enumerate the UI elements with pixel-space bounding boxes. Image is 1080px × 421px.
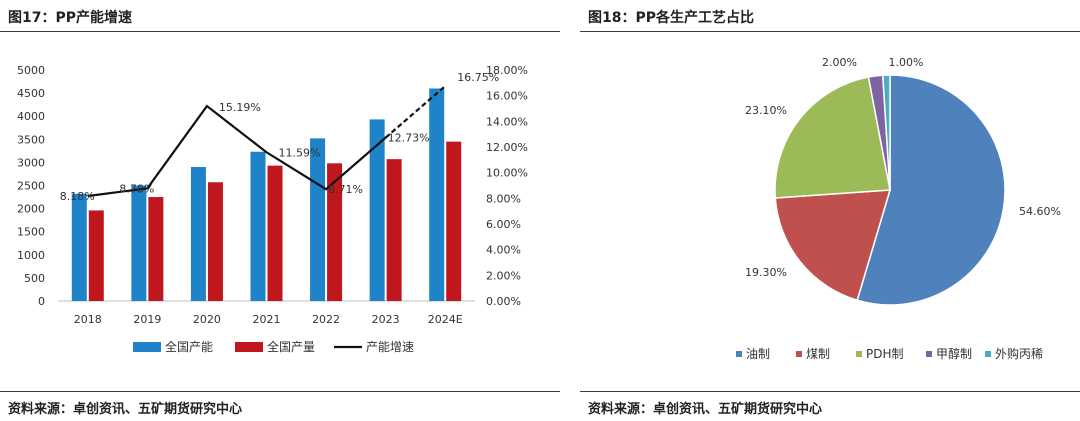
chart-title: 图18：PP各生产工艺占比 [588, 10, 755, 26]
right-axis-tick: 12.00% [486, 141, 528, 154]
output-bar [446, 141, 462, 301]
legend-swatch [926, 351, 932, 357]
right-axis-tick: 0.00% [486, 295, 521, 308]
right-axis-tick: 6.00% [486, 218, 521, 231]
pie-value-label: 19.30% [745, 266, 787, 279]
x-axis-tick: 2022 [312, 313, 340, 326]
x-axis-tick: 2021 [253, 313, 281, 326]
left-axis-tick: 0 [38, 295, 45, 308]
capacity-chart: 0 500 1000 1500 2000 2500 3000 3500 4000 4500 5000… [17, 64, 528, 354]
growth-data-label: 8.78% [119, 182, 154, 195]
x-axis-tick: 2018 [74, 313, 102, 326]
left-axis-tick: 4500 [17, 87, 45, 100]
left-axis-tick: 1000 [17, 249, 45, 262]
legend-label: 外购丙稀 [995, 346, 1043, 361]
output-bar [267, 165, 283, 301]
left-axis-tick: 5000 [17, 64, 45, 77]
growth-line-forecast [384, 85, 446, 139]
x-axis-tick: 2020 [193, 313, 221, 326]
legend-label: PDH制 [866, 347, 904, 361]
chart-title: 图17：PP产能增速 [8, 10, 133, 26]
legend-label: 甲醇制 [936, 346, 972, 361]
left-axis-tick: 2000 [17, 203, 45, 216]
capacity-growth-panel: 图17：PP产能增速 0 500 1000 1500 2000 2500 3000 3500 4… [0, 10, 560, 417]
source-divider [0, 391, 560, 392]
output-bar [386, 159, 402, 301]
growth-data-label: 8.71% [328, 183, 363, 196]
growth-data-label: 11.59% [279, 146, 321, 159]
process-pie-chart: 54.60% 19.30% 23.10% 2.00% 1.00% 油制 煤制 PDH制 甲醇制 外… [736, 56, 1061, 361]
right-axis-tick: 4.00% [486, 244, 521, 257]
capacity-bar [429, 88, 445, 301]
right-axis-tick: 2.00% [486, 269, 521, 282]
pie-slice [881, 74, 891, 191]
legend-swatch-output [235, 342, 263, 352]
output-bar [88, 210, 104, 301]
pie-value-label: 1.00% [889, 56, 924, 69]
output-bar [207, 182, 223, 301]
left-axis-tick: 4000 [17, 110, 45, 123]
x-axis-tick: 2024E [428, 313, 463, 326]
right-axis-tick: 18.00% [486, 64, 528, 77]
capacity-bar [250, 151, 266, 301]
title-divider [0, 31, 560, 32]
growth-data-label: 12.73% [388, 132, 430, 145]
growth-data-label: 15.19% [219, 101, 261, 114]
pie-value-label: 23.10% [745, 104, 787, 117]
right-axis-tick: 10.00% [486, 167, 528, 180]
pie-slice [774, 76, 891, 199]
left-axis-tick: 3500 [17, 133, 45, 146]
x-axis-tick: 2023 [372, 313, 400, 326]
pie-value-label: 54.60% [1019, 205, 1061, 218]
legend-label: 煤制 [806, 347, 830, 361]
legend-label-capacity: 全国产能 [165, 339, 213, 354]
capacity-bar [190, 167, 206, 301]
left-axis-tick: 500 [24, 272, 45, 285]
pie-slice [774, 189, 892, 302]
right-axis-tick: 16.00% [486, 90, 528, 103]
pie-value-label: 2.00% [822, 56, 857, 69]
legend-label-growth: 产能增速 [366, 340, 414, 354]
left-axis-tick: 3000 [17, 156, 45, 169]
source-divider [580, 391, 1080, 392]
growth-data-label: 8.18% [60, 190, 95, 203]
legend-swatch [985, 351, 991, 357]
pie-slice [856, 74, 1006, 306]
capacity-bar [369, 119, 385, 302]
output-bar [148, 197, 164, 301]
capacity-bar [71, 193, 87, 301]
legend-swatch-capacity [133, 342, 161, 352]
x-axis-tick: 2019 [133, 313, 161, 326]
legend-swatch [736, 351, 742, 357]
legend-label-output: 全国产量 [267, 339, 315, 354]
capacity-bar [310, 138, 326, 301]
capacity-bar [131, 185, 147, 301]
growth-line [87, 104, 387, 198]
legend-swatch [796, 351, 802, 357]
source-note: 资料来源：卓创资讯、五矿期货研究中心 [8, 402, 243, 417]
left-axis-tick: 2500 [17, 180, 45, 193]
source-note: 资料来源：卓创资讯、五矿期货研究中心 [588, 402, 823, 417]
growth-data-label: 16.75% [457, 71, 499, 84]
right-axis-tick: 8.00% [486, 192, 521, 205]
process-share-panel: 图18：PP各生产工艺占比 54.60% 19.30% 23.10% 2.00% 1.0… [580, 0, 1080, 421]
legend-swatch [856, 351, 862, 357]
output-bar [327, 163, 343, 301]
title-divider [580, 31, 1080, 32]
legend-label: 油制 [746, 347, 770, 361]
left-axis-tick: 1500 [17, 226, 45, 239]
right-axis-tick: 14.00% [486, 115, 528, 128]
